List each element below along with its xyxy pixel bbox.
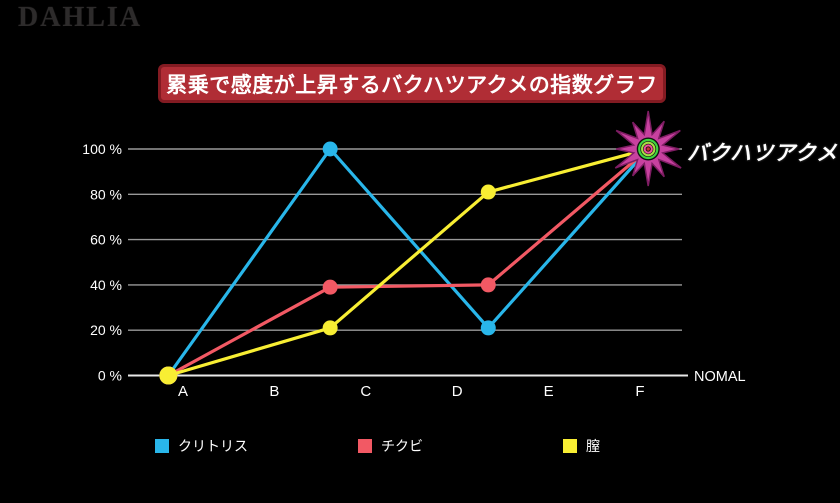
brand-logo: DAHLIA (18, 2, 143, 33)
chart-title-banner: 累乗で感度が上昇するバクハツアクメの指数グラフ (158, 64, 666, 103)
burst-annotation-label: バクハツアクメ (687, 140, 839, 165)
legend-swatch-yellow (563, 439, 577, 453)
x-tick-label: D (452, 383, 463, 400)
data-point (159, 366, 178, 385)
y-tick-label: 100 % (82, 141, 122, 157)
legend-label: チクビ (381, 438, 423, 454)
y-tick-label: 80 % (90, 186, 122, 202)
legend-item-chitsu: 膣 (563, 436, 600, 456)
data-point (480, 184, 496, 200)
x-tick-label: F (635, 383, 644, 400)
legend-item-clitoris: クリトリス (155, 436, 248, 456)
data-point (480, 320, 496, 336)
series-line-2 (166, 147, 650, 378)
starburst-center-dot (646, 147, 650, 151)
data-point (322, 279, 338, 295)
series-line-0 (166, 147, 650, 378)
x-tick-label: C (360, 383, 371, 400)
legend-swatch-red (358, 439, 372, 453)
starburst-ring (638, 138, 659, 160)
x-tick-label: E (544, 383, 554, 400)
y-tick-label: 60 % (90, 232, 122, 248)
y-tick-label: 40 % (90, 277, 122, 293)
x-axis-end-label: NOMAL (694, 369, 746, 385)
starburst-ring (643, 144, 653, 154)
data-point (480, 277, 496, 293)
chart-title: 累乗で感度が上昇するバクハツアクメの指数グラフ (166, 73, 658, 97)
x-tick-label: A (178, 383, 188, 400)
legend-label: クリトリス (178, 438, 248, 454)
series-line-1 (166, 147, 650, 378)
x-tick-label: B (269, 383, 279, 400)
legend-label: 膣 (586, 438, 600, 454)
data-point (322, 320, 338, 336)
y-tick-label: 0 % (98, 368, 122, 384)
legend-swatch-blue (155, 439, 169, 453)
legend-item-chikubi: チクビ (358, 436, 423, 456)
starburst-ring (641, 141, 656, 157)
data-point (322, 141, 338, 157)
y-tick-label: 20 % (90, 322, 122, 338)
